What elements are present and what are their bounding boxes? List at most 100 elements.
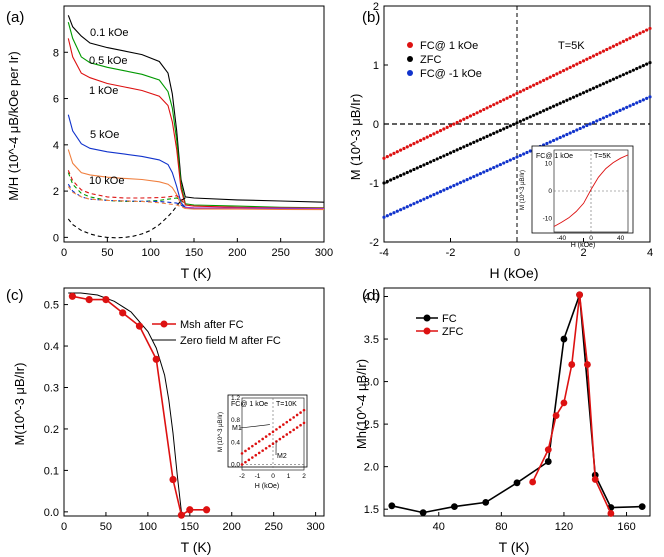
panel-b-point-s0 [412,142,416,146]
panel-b-inset-xtick-label: -40 [557,235,567,242]
panel-b-point-s1 [535,112,539,116]
panel-c-ylabel: M(10^-3 μB/Ir) [12,363,27,446]
panel-c-inset-point-m2 [268,444,271,448]
panel-c-msh-point [152,355,160,363]
panel-b-point-s0 [608,46,612,50]
panel-b-point-s0 [448,124,453,128]
panel-b-point-s1 [515,121,519,125]
panel-b-point-s0 [548,75,552,79]
panel-a-xtick-label: 250 [271,247,289,259]
panel-b-point-s2 [591,120,596,125]
panel-b-point-s1 [462,145,466,149]
panel-d-ytick-label: 3.5 [364,334,379,346]
panel-c-inset-xtick-label: 0 [271,473,275,480]
panel-d-label: (d) [362,287,380,304]
panel-b-point-s1 [492,131,496,135]
panel-d-point-fc [544,458,552,465]
panel-b-point-s1 [528,115,532,119]
panel-a-xtick-label: 0 [61,247,67,259]
panel-c-inset-label-m2: M2 [277,453,287,460]
panel-b-point-s0 [561,69,566,73]
panel-b-point-s0 [392,151,396,155]
panel-c-inset-ytick-label: 0.0 [231,461,240,468]
panel-b-point-s1 [522,118,526,122]
panel-c-inset-point-m2 [278,437,282,441]
panel-b-point-s0 [532,83,536,87]
panel-b-point-s1 [508,124,512,128]
panel-b-point-s1 [458,146,463,150]
panel-d-point-zfc [584,361,591,368]
panel-b-point-s2 [625,105,629,109]
panel-b-point-s2 [432,193,436,197]
panel-b-point-s1 [532,113,536,117]
panel-b-point-s0 [605,47,609,52]
panel-d: (d) 40 80 120 160 1.5 2.0 2.5 3.0 3.5 4.0 T (K) M… [354,287,651,555]
panel-b-point-s0 [568,65,572,69]
panel-b-point-s0 [455,120,459,125]
panel-b-point-s2 [621,107,626,111]
panel-a-series-2 [67,38,325,209]
panel-b-point-s0 [581,59,586,63]
panel-b-annotation: T=5K [558,40,585,52]
panel-b-point-s1 [555,103,559,107]
panel-b-point-s0 [575,62,579,66]
panel-a-label-0p5koe: 0.5 kOe [89,55,128,67]
panel-b-point-s0 [522,88,526,92]
panel-c-inset-point-m1 [247,447,251,450]
panel-b-point-s0 [515,91,519,95]
panel-b-point-s0 [395,150,399,154]
panel-b-point-s1 [412,167,416,172]
panel-b-inset-plot-area: -40 0 40 -10 0 10 [543,149,629,242]
panel-b-point-s1 [618,74,622,78]
panel-b-point-s1 [621,73,626,77]
panel-b-point-s0 [595,52,599,56]
panel-b-point-s2 [425,196,429,200]
panel-b-point-s0 [488,104,492,108]
panel-b-inset-ytick-label: 10 [545,161,553,168]
panel-b-ytick-label: 2 [373,1,379,13]
panel-b-point-s2 [445,187,449,191]
panel-b-point-s0 [628,36,632,40]
panel-a-series-1 [67,22,325,209]
panel-a-label-0p1koe: 0.1 kOe [90,27,129,39]
panel-b-point-s0 [399,148,403,152]
panel-c-msh-point [177,511,186,519]
panel-b-inset-xtick-label: 40 [617,235,625,242]
panel-b-point-s1 [448,151,453,155]
panel-b-point-s0 [452,122,456,126]
panel-d-point-fc [513,479,521,487]
panel-b-xtick-label: 4 [647,247,653,259]
panel-c-inset-point-m1 [254,442,258,446]
panel-d-point-fc [638,503,646,511]
panel-c-msh-point [135,322,144,330]
panel-c-inset-point-m2 [247,458,251,462]
panel-c-inset-legend: FC@ 1 kOe [231,401,268,408]
panel-b-point-s1 [551,104,556,108]
panel-b-point-s1 [402,172,406,176]
panel-b-point-s0 [631,34,635,39]
panel-b-point-s0 [415,140,419,144]
panel-b-point-s1 [465,143,469,147]
panel-b-point-s0 [578,60,582,65]
panel-d-line-zfc [531,294,612,514]
panel-b-point-s1 [545,107,549,111]
panel-b-point-s0 [555,72,559,76]
panel-b-ytick-label: 0 [373,119,379,131]
panel-a-series-0 [67,15,325,203]
panel-c-inset-xtick-label: -2 [239,473,245,480]
panel-b-point-s1 [452,149,456,154]
panel-b-legend-marker-fc-pos [407,42,413,48]
panel-c-inset-point-m2 [251,456,254,459]
panel-b-point-s2 [518,153,522,158]
panel-b-point-s2 [545,141,549,146]
panel-b-point-s2 [515,155,519,159]
panel-b-point-s0 [465,116,469,120]
panel-b-point-s0 [389,153,393,157]
panel-a-xtick-label: 100 [141,247,159,259]
panel-b-point-s1 [435,157,439,161]
panel-a-label-5koe: 5 kOe [90,129,119,141]
panel-b-point-s0 [505,96,509,100]
panel-b-point-s2 [465,178,469,182]
panel-b-inset: -40 0 40 -10 0 10 FC@ 1 kOe T=5K H (kOe) M (1… [520,145,634,249]
